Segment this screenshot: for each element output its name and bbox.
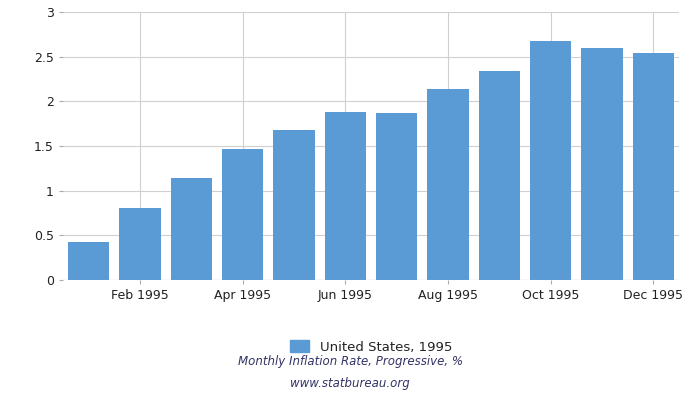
Bar	[325, 112, 366, 280]
Bar	[222, 149, 263, 280]
Bar	[120, 208, 160, 280]
Bar	[171, 178, 212, 280]
Bar	[376, 113, 417, 280]
Legend: United States, 1995: United States, 1995	[284, 335, 458, 359]
Text: Monthly Inflation Rate, Progressive, %: Monthly Inflation Rate, Progressive, %	[237, 356, 463, 368]
Bar	[274, 130, 314, 280]
Bar	[530, 40, 571, 280]
Bar	[68, 242, 109, 280]
Bar	[633, 53, 674, 280]
Bar	[479, 71, 520, 280]
Text: www.statbureau.org: www.statbureau.org	[290, 378, 410, 390]
Bar	[428, 89, 468, 280]
Bar	[582, 48, 622, 280]
